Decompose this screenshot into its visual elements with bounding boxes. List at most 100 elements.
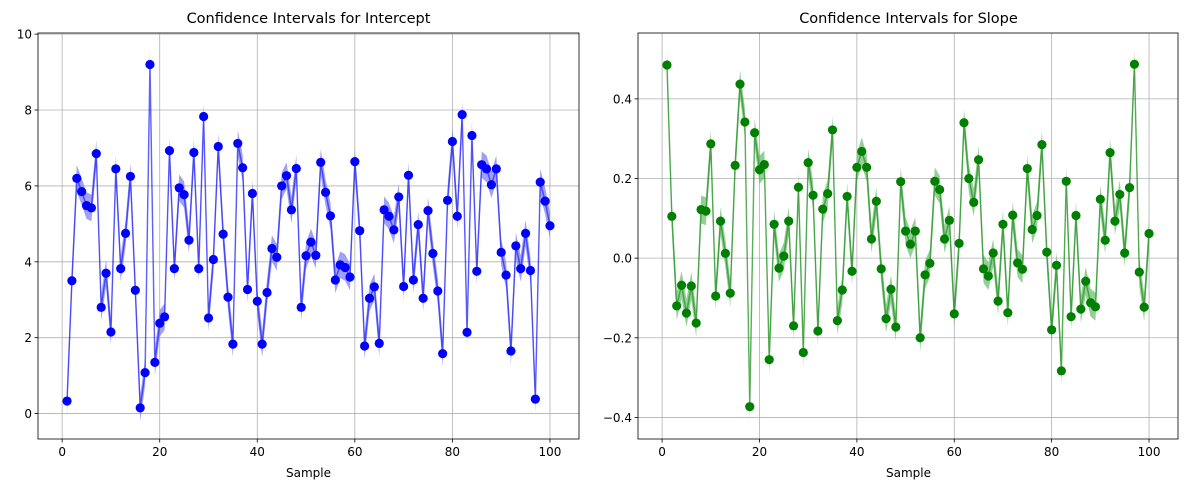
slope-data-point (925, 258, 935, 268)
intercept-x-tick-label: 80 (445, 445, 460, 459)
slope-data-point (759, 159, 769, 170)
intercept-series-line (66, 64, 551, 408)
slope-data-point (1120, 248, 1130, 258)
intercept-data-point (242, 284, 253, 295)
intercept-data-point (530, 394, 540, 404)
slope-data-point (725, 288, 735, 298)
slope-data-point (1047, 325, 1057, 335)
intercept-data-point (267, 243, 277, 254)
intercept-data-point (150, 357, 160, 367)
slope-data-point (1105, 148, 1115, 158)
slope-data-point (735, 79, 745, 89)
intercept-data-point (389, 225, 399, 235)
intercept-data-point (330, 275, 340, 285)
slope-data-point (662, 60, 672, 70)
intercept-data-point (355, 226, 365, 236)
intercept-data-point (399, 281, 409, 292)
slope-data-point (1134, 267, 1144, 277)
intercept-chart-x-axis-label: Sample (286, 466, 331, 480)
slope-confidence-band (666, 50, 1150, 421)
intercept-plot-frame (37, 32, 580, 440)
intercept-data-point (506, 346, 516, 356)
slope-data-point (823, 189, 833, 199)
intercept-data-point (86, 203, 97, 213)
intercept-data-point (286, 205, 297, 215)
intercept-data-point (120, 228, 131, 238)
slope-data-point (1124, 183, 1135, 193)
intercept-data-point (111, 164, 121, 174)
intercept-data-point (311, 250, 321, 260)
intercept-data-point (306, 237, 316, 247)
intercept-data-point (159, 312, 170, 322)
slope-data-point (798, 347, 808, 358)
slope-data-point (1037, 140, 1047, 150)
intercept-data-point (184, 235, 194, 245)
intercept-data-point (96, 302, 106, 312)
intercept-data-point (320, 187, 331, 197)
slope-data-point (1144, 228, 1154, 239)
intercept-data-point (194, 264, 204, 274)
intercept-data-point (467, 130, 477, 141)
intercept-y-tick-label: 4 (24, 255, 32, 269)
intercept-data-point (472, 266, 482, 276)
slope-data-point (784, 216, 794, 226)
intercept-data-point (135, 403, 145, 413)
intercept-data-point (72, 173, 82, 183)
slope-data-point (891, 322, 901, 332)
intercept-data-point (511, 241, 521, 251)
intercept-data-point (457, 109, 467, 120)
slope-y-tick-label: 0.0 (613, 252, 632, 266)
slope-data-point (1051, 260, 1062, 270)
slope-plot-frame (637, 32, 1179, 440)
intercept-data-point (535, 177, 545, 187)
intercept-chart-title: Confidence Intervals for Intercept (187, 11, 431, 27)
intercept-data-point (525, 265, 536, 276)
slope-data-point (715, 216, 726, 226)
intercept-x-tick-label: 0 (58, 445, 66, 459)
intercept-data-point (413, 220, 423, 230)
intercept-data-point (155, 318, 165, 328)
intercept-data-point (77, 187, 87, 197)
slope-data-point (1110, 216, 1120, 226)
slope-data-point (779, 251, 789, 261)
slope-data-point (949, 309, 959, 319)
intercept-data-point (408, 275, 418, 285)
slope-y-tick-label: −0.4 (603, 411, 632, 425)
slope-x-tick-label: 80 (1044, 445, 1059, 459)
slope-data-point (935, 185, 945, 195)
slope-data-point (813, 326, 823, 336)
intercept-data-point (252, 296, 262, 306)
slope-chart: Confidence Intervals for Slope Sample 0 2… (603, 11, 1179, 480)
slope-data-point (730, 160, 740, 170)
intercept-data-point (203, 313, 214, 323)
intercept-data-point (174, 183, 184, 193)
slope-data-point (974, 155, 984, 165)
intercept-data-point (218, 229, 228, 239)
intercept-x-tick-label: 20 (152, 445, 167, 459)
intercept-data-point (418, 293, 428, 303)
slope-data-point (930, 176, 940, 186)
slope-y-tick-label: 0.4 (613, 92, 632, 106)
intercept-data-point (67, 276, 77, 286)
slope-data-point (711, 291, 721, 301)
slope-data-point (886, 284, 896, 294)
intercept-grid (38, 33, 579, 439)
slope-data-point (686, 281, 696, 291)
intercept-y-tick-label: 0 (24, 407, 32, 421)
slope-data-point (740, 117, 750, 127)
intercept-data-point (228, 339, 238, 349)
slope-y-tick-label: −0.2 (603, 331, 632, 345)
slope-data-point (866, 234, 877, 244)
intercept-y-tick-label: 10 (17, 28, 32, 42)
intercept-data-point (213, 141, 223, 152)
slope-data-point (969, 197, 979, 207)
slope-data-point (905, 239, 916, 249)
intercept-data-point (291, 163, 301, 174)
intercept-data-point (520, 228, 531, 238)
slope-data-point (788, 321, 799, 331)
intercept-data-point (281, 171, 292, 181)
intercept-data-point (325, 211, 336, 221)
intercept-data-point (403, 170, 414, 180)
slope-data-point (857, 146, 867, 157)
